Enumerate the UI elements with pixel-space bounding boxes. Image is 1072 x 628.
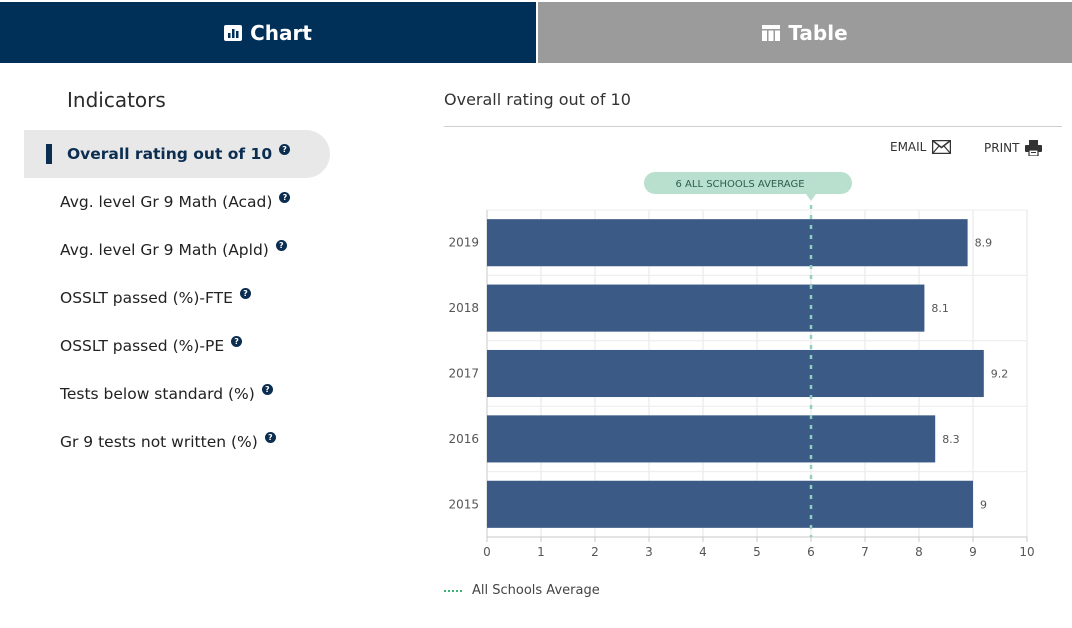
help-icon[interactable]: ? xyxy=(275,239,287,251)
help-icon[interactable]: ? xyxy=(279,143,291,155)
data-label-2016: 8.3 xyxy=(942,433,960,446)
average-badge-pointer xyxy=(806,194,816,201)
bar-2018 xyxy=(487,284,925,332)
indicator-gr9-math-acad[interactable]: Avg. level Gr 9 Math (Acad) ? xyxy=(24,178,330,226)
category-label-2016: 2016 xyxy=(448,432,479,446)
indicator-list: Overall rating out of 10 ? Avg. level Gr… xyxy=(24,130,330,466)
x-tick-label-9: 9 xyxy=(969,545,977,559)
x-tick-label-7: 7 xyxy=(861,545,869,559)
printer-icon xyxy=(1025,140,1043,156)
help-icon[interactable]: ? xyxy=(261,383,273,395)
average-badge-label: 6 ALL SCHOOLS AVERAGE xyxy=(675,179,804,190)
x-tick-label-1: 1 xyxy=(537,545,545,559)
category-label-2018: 2018 xyxy=(448,301,479,315)
indicator-overall-rating[interactable]: Overall rating out of 10 ? xyxy=(24,130,330,178)
data-label-2019: 8.9 xyxy=(975,237,993,250)
indicator-label: Gr 9 tests not written (%) xyxy=(60,433,258,451)
tab-chart[interactable]: Chart xyxy=(0,2,536,63)
table-icon xyxy=(762,24,781,41)
indicator-label: OSSLT passed (%)-PE xyxy=(60,337,225,355)
category-label-2017: 2017 xyxy=(448,367,479,381)
envelope-icon xyxy=(932,140,952,154)
indicator-osslt-fte[interactable]: OSSLT passed (%)-FTE ? xyxy=(24,274,330,322)
x-tick-label-6: 6 xyxy=(807,545,815,559)
category-label-2019: 2019 xyxy=(448,236,479,250)
tab-table[interactable]: Table xyxy=(538,2,1072,63)
email-button[interactable]: EMAIL xyxy=(890,140,952,154)
legend-average-swatch xyxy=(444,589,462,592)
bar-chart: 8.9 2019 8.1 2018 9.2 2017 8.3 2016 9 2015 0 1 2 3 4 5 6… xyxy=(448,172,1035,559)
email-label: EMAIL xyxy=(890,140,927,154)
x-tick-label-0: 0 xyxy=(483,545,491,559)
indicator-label: Avg. level Gr 9 Math (Acad) xyxy=(60,193,273,211)
data-label-2017: 9.2 xyxy=(991,368,1009,381)
print-label: PRINT xyxy=(984,141,1020,155)
indicator-gr9-math-apld[interactable]: Avg. level Gr 9 Math (Apld) ? xyxy=(24,226,330,274)
indicator-label: OSSLT passed (%)-FTE xyxy=(60,289,233,307)
x-tick-label-5: 5 xyxy=(753,545,761,559)
tab-chart-label: Chart xyxy=(250,20,312,45)
indicator-label: Tests below standard (%) xyxy=(60,385,255,403)
x-tick-label-2: 2 xyxy=(591,545,599,559)
help-icon[interactable]: ? xyxy=(239,287,251,299)
bar-2019 xyxy=(487,219,968,267)
bar-chart-icon xyxy=(224,24,243,41)
bar-2015 xyxy=(487,480,973,528)
bar-2016 xyxy=(487,415,936,463)
chart-legend: All Schools Average xyxy=(444,583,600,598)
average-badge xyxy=(644,172,852,194)
indicator-label: Avg. level Gr 9 Math (Apld) xyxy=(60,241,269,259)
indicator-gr9-tests-not-written[interactable]: Gr 9 tests not written (%) ? xyxy=(24,418,330,466)
category-label-2015: 2015 xyxy=(448,497,479,511)
bar-2017 xyxy=(487,349,984,398)
help-icon[interactable]: ? xyxy=(279,191,291,203)
title-divider xyxy=(444,126,1062,127)
x-tick-label-10: 10 xyxy=(1019,545,1034,559)
chart-title: Overall rating out of 10 xyxy=(444,90,631,109)
indicator-tests-below-standard[interactable]: Tests below standard (%) ? xyxy=(24,370,330,418)
x-tick-label-4: 4 xyxy=(699,545,707,559)
data-label-2015: 9 xyxy=(980,498,987,511)
indicators-heading: Indicators xyxy=(67,88,166,112)
tab-table-label: Table xyxy=(788,20,848,45)
x-tick-label-3: 3 xyxy=(645,545,653,559)
active-indicator-marker xyxy=(46,144,52,164)
legend-average-label: All Schools Average xyxy=(472,583,600,598)
data-label-2018: 8.1 xyxy=(931,302,949,315)
indicator-label: Overall rating out of 10 xyxy=(67,145,273,163)
help-icon[interactable]: ? xyxy=(231,335,243,347)
help-icon[interactable]: ? xyxy=(264,431,276,443)
x-tick-label-8: 8 xyxy=(915,545,923,559)
indicator-osslt-pe[interactable]: OSSLT passed (%)-PE ? xyxy=(24,322,330,370)
print-button[interactable]: PRINT xyxy=(984,140,1043,156)
